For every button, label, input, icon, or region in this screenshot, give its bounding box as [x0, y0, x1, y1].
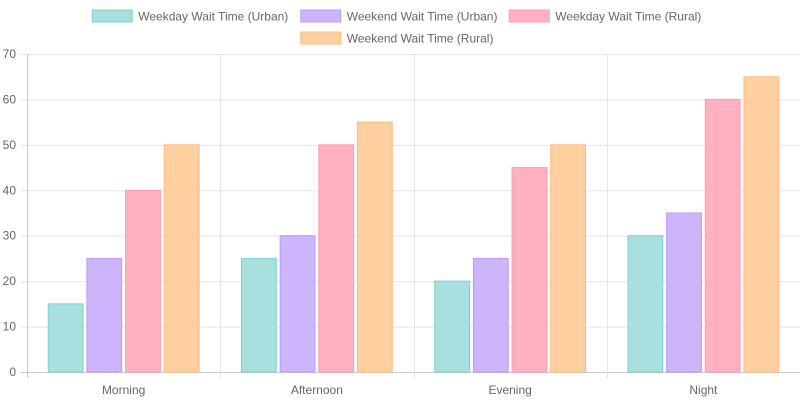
legend-label: Weekday Wait Time (Urban) — [138, 10, 288, 24]
legend-label: Weekend Wait Time (Urban) — [347, 10, 498, 24]
x-tick-label: Night — [689, 383, 718, 397]
y-tick-label: 10 — [3, 320, 17, 334]
bar[interactable] — [356, 121, 393, 373]
y-tick-label: 30 — [3, 229, 17, 243]
x-tick-label: Afternoon — [291, 383, 343, 397]
bar[interactable] — [163, 144, 200, 373]
bars — [47, 76, 780, 373]
legend-swatch — [91, 9, 133, 23]
bar[interactable] — [666, 212, 702, 373]
bar[interactable] — [511, 167, 548, 373]
y-tick-label: 40 — [3, 183, 17, 197]
legend-label: Weekend Wait Time (Rural) — [347, 32, 494, 46]
legend-label: Weekday Wait Time (Rural) — [555, 10, 701, 24]
legend-item[interactable]: Weekday Wait Time (Rural) — [508, 9, 701, 24]
bar[interactable] — [472, 257, 509, 373]
legend-item[interactable]: Weekday Wait Time (Urban) — [91, 9, 288, 24]
legend-swatch — [300, 31, 342, 45]
bar[interactable] — [627, 235, 664, 373]
bar[interactable] — [704, 98, 741, 373]
bar[interactable] — [86, 257, 123, 373]
axes: 0 10 20 30 40 50 60 70 Morning Afternoon Evening Ni… — [3, 47, 718, 397]
y-tick-label: 0 — [9, 365, 16, 379]
bar[interactable] — [47, 303, 84, 373]
legend-item[interactable]: Weekend Wait Time (Urban) — [300, 9, 498, 24]
legend-swatch — [300, 9, 342, 23]
y-tick-label: 70 — [3, 47, 17, 61]
x-tick-label: Evening — [488, 383, 531, 397]
x-tick-label: Morning — [102, 383, 145, 397]
bar[interactable] — [434, 280, 471, 373]
y-tick-label: 60 — [3, 92, 17, 106]
bar[interactable] — [550, 144, 586, 373]
bar[interactable] — [318, 144, 355, 373]
legend[interactable]: Weekday Wait Time (Urban) Weekend Wait Ti… — [91, 9, 701, 46]
y-tick-label: 50 — [3, 138, 17, 152]
legend-item[interactable]: Weekend Wait Time (Rural) — [300, 31, 494, 46]
legend-swatch — [508, 9, 550, 23]
bar[interactable] — [279, 235, 316, 373]
bar[interactable] — [125, 189, 161, 373]
y-tick-label: 20 — [3, 274, 17, 288]
bar[interactable] — [743, 76, 780, 373]
bar[interactable] — [241, 257, 277, 373]
